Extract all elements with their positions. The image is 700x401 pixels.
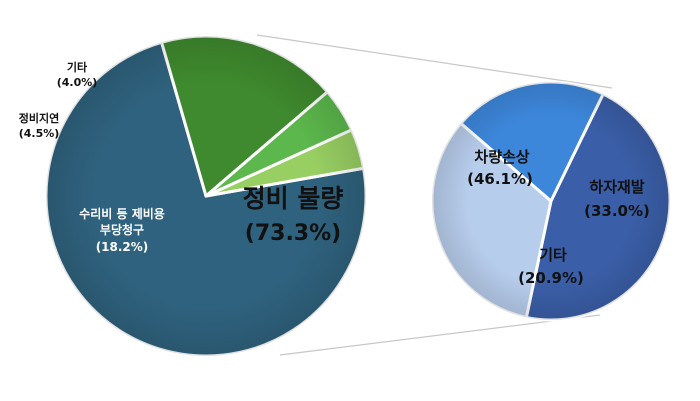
label-vehicle-damage: 차량손상	[474, 148, 529, 166]
connector-bottom	[279, 314, 601, 356]
value-repair-cost: (18.2%)	[96, 240, 149, 254]
breakdown-pie-shading	[432, 82, 670, 320]
label-repair-cost-line1: 수리비 등 제비용	[79, 206, 165, 221]
breakdown-pie	[430, 80, 672, 322]
value-maintenance-defect: (73.3%)	[245, 221, 341, 246]
value-other-main: (4.0%)	[57, 76, 98, 89]
value-maintenance-delay: (4.5%)	[19, 127, 60, 140]
value-vehicle-damage: (46.1%)	[467, 170, 533, 188]
label-other-main: 기타	[67, 60, 88, 74]
label-defect-recurrence: 하자재발	[589, 178, 644, 196]
value-defect-recurrence: (33.0%)	[584, 202, 650, 220]
label-other-breakdown: 기타	[539, 246, 567, 264]
label-repair-cost-line2: 부당청구	[100, 222, 144, 237]
label-maintenance-delay: 정비지연	[19, 111, 59, 125]
label-maintenance-defect: 정비 불량	[243, 184, 344, 213]
value-other-breakdown: (20.9%)	[518, 269, 584, 287]
connector-top	[256, 34, 613, 89]
main-pie-shading	[46, 36, 366, 356]
main-pie	[44, 34, 368, 358]
